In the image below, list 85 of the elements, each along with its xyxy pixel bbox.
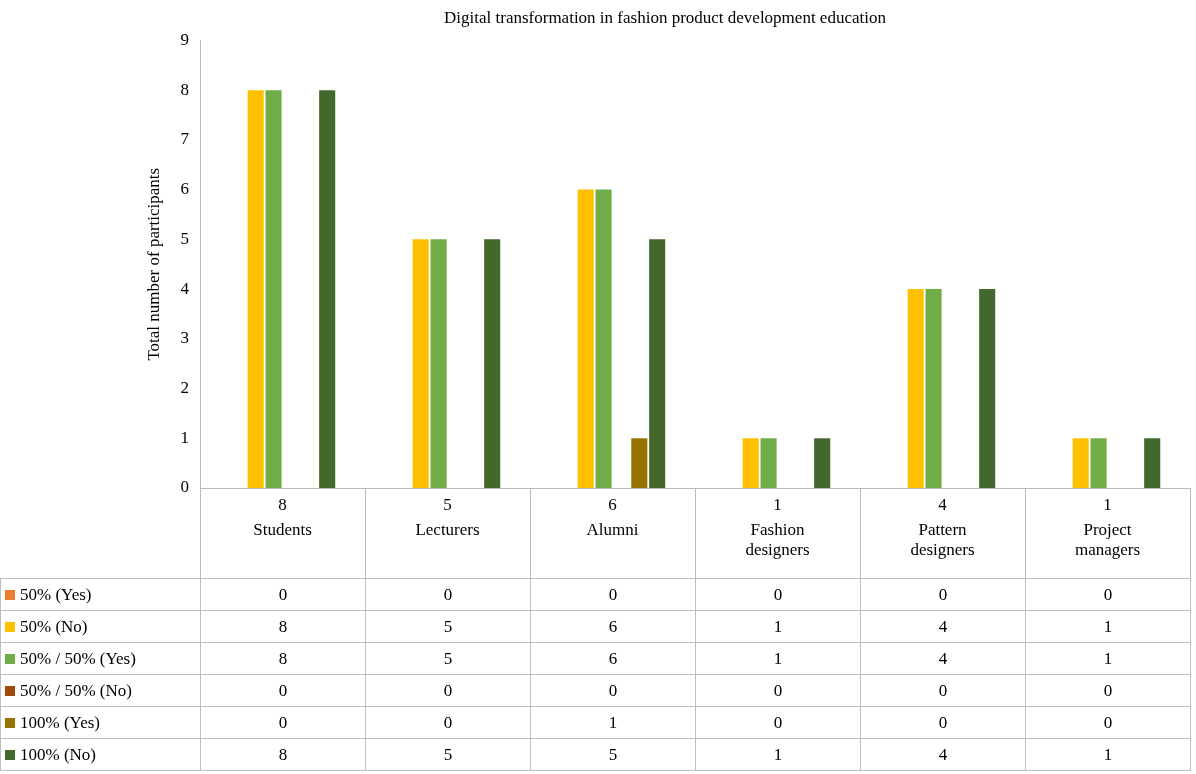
text: 8 [200,642,366,675]
data-label: 4 [937,495,948,515]
data-label: 0 [695,578,861,611]
x-tick-label: Project managers [1074,519,1141,560]
bar [907,289,924,488]
data-label: 0 [365,706,531,739]
data-label: 1 [1025,738,1191,771]
data-label: 0 [200,674,366,707]
data-label: 0 [530,674,696,707]
data-label: 5 [442,495,453,515]
data-label: 0 [200,578,366,611]
bar [319,90,336,488]
data-label: 0 [695,706,861,739]
data-label: 1 [772,495,783,515]
text: 1 [1025,642,1191,675]
data-label: 5 [365,738,531,771]
y-tick-label: 4 [180,278,190,298]
y-tick-label: 2 [180,378,189,397]
y-tick-label: 9 [180,29,189,49]
bar [1144,438,1161,488]
bar [649,239,666,488]
y-tick-label: 5 [180,228,189,248]
legend-label: 50% / 50% (Yes) [0,642,201,675]
bar [814,438,831,488]
y-axis-title: Total number of participants [143,167,163,361]
data-label: 0 [860,674,1026,707]
data-label: 8 [200,738,366,771]
legend-label: 50% (No) [0,610,201,643]
legend-label: 50% / 50% (No) [0,674,201,707]
x-tick-label: Alumni [586,519,639,539]
bar [430,239,447,488]
y-tick-label: 6 [180,179,189,199]
chart-title: Digital transformation in fashion product development education [444,7,887,27]
bar [484,239,501,488]
x-tick-label: Fashion designers [745,519,810,560]
data-label: 0 [860,578,1026,611]
data-label: 6 [530,610,696,643]
y-tick-label: 0 [180,477,189,497]
data-label: 1 [1025,610,1191,643]
bar [247,90,264,488]
legend-label: 50% (Yes) [0,578,201,611]
data-label: 4 [860,738,1026,771]
text: 6 [530,642,696,675]
data-label: 1 [530,706,696,739]
data-label: 6 [607,495,618,515]
bar [742,438,759,488]
legend-label: 100% (Yes) [0,706,201,739]
x-tick-label: Pattern designers [910,519,975,560]
data-label: 0 [695,674,861,707]
text: 1 [695,642,861,675]
bar [1072,438,1089,488]
y-tick-label: 7 [180,129,190,149]
data-label: 0 [365,578,531,611]
text: 4 [860,642,1026,675]
x-tick-label: Lecturers [415,519,480,539]
bar [760,438,777,488]
bar [1090,438,1107,488]
bar [979,289,996,488]
data-label: 0 [530,578,696,611]
data-label: 0 [860,706,1026,739]
data-label: 0 [1025,674,1191,707]
data-label: 5 [530,738,696,771]
y-tick-label: 1 [180,427,189,447]
data-label: 1 [1102,495,1113,515]
data-label: 8 [277,495,288,515]
data-label: 0 [1025,706,1191,739]
bar [631,438,648,488]
data-label: 0 [200,706,366,739]
data-label: 5 [365,610,531,643]
data-label: 8 [200,610,366,643]
data-label: 1 [695,610,861,643]
data-label: 4 [860,610,1026,643]
bar [595,189,612,488]
data-label: 0 [365,674,531,707]
data-label: 1 [695,738,861,771]
data-label: 0 [1025,578,1191,611]
text: 5 [365,642,531,675]
bar [925,289,942,488]
bar [412,239,429,488]
x-tick-label: Students [253,519,312,539]
y-tick-label: 8 [180,79,189,99]
y-tick-label: 3 [180,328,189,348]
bar [577,189,594,488]
bar [265,90,282,488]
legend-label: 100% (No) [0,738,201,771]
